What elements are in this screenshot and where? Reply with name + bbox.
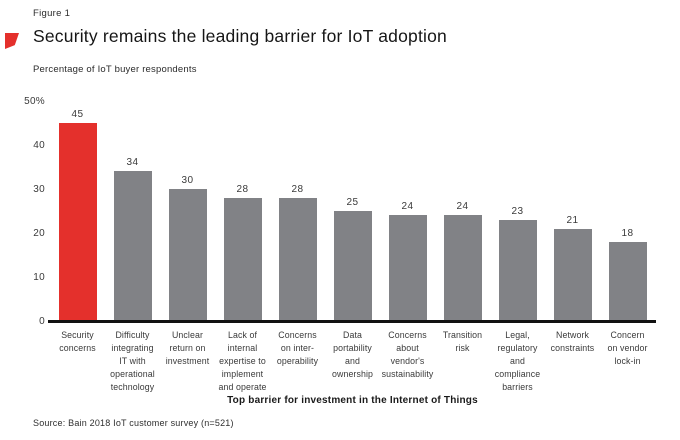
bar-highlighted-security — [58, 123, 97, 321]
bar-value-label: 30 — [181, 175, 194, 186]
bar — [388, 215, 427, 321]
bar-column-2: 30 — [160, 175, 215, 321]
bar-value-label: 25 — [346, 197, 359, 208]
bar-value-label: 34 — [126, 157, 139, 169]
bar-column-4: 28 — [270, 184, 325, 321]
category-label-6: Concerns about vendor's sustainability — [381, 330, 434, 379]
bar-column-1: 34 — [105, 157, 160, 321]
bar-value-label: 24 — [401, 201, 414, 213]
x-axis-title: Top barrier for investment in the Intern… — [227, 395, 478, 406]
bar-column-9: 21 — [545, 215, 600, 321]
y-axis-tick-labels: 50% 40 30 20 10 0 — [0, 96, 45, 327]
bar-value-label: 21 — [566, 214, 579, 226]
bar-value-label: 28 — [291, 183, 304, 195]
category-label-2: Unclear return on investment — [165, 330, 210, 366]
bar-column-8: 23 — [490, 206, 545, 321]
y-tick-50: 50% — [24, 96, 45, 107]
bar — [608, 241, 647, 321]
bar — [223, 197, 262, 321]
bar-column-6: 24 — [380, 201, 435, 321]
bar-plot-area: 45 34 30 28 28 25 24 24 23 21 18 — [50, 101, 655, 321]
bar — [333, 211, 372, 321]
category-label-7: Transition risk — [442, 330, 483, 353]
bar-column-0: 45 — [50, 109, 105, 321]
category-label-8: Legal, regulatory and compliance barrier… — [494, 330, 541, 392]
bar-value-label: 24 — [456, 201, 469, 213]
chart-title: Security remains the leading barrier for… — [33, 26, 447, 46]
figure-number-label: Figure 1 — [33, 8, 71, 19]
bar-value-label: 23 — [511, 205, 524, 217]
source-note: Source: Bain 2018 IoT customer survey (n… — [33, 418, 234, 428]
bar-column-5: 25 — [325, 197, 380, 321]
category-label-5: Data portability and ownership — [332, 330, 373, 379]
bar-value-label: 28 — [236, 183, 249, 195]
bar-column-3: 28 — [215, 184, 270, 321]
category-label-3: Lack of internal expertise to implement … — [218, 330, 267, 392]
category-label-0: Security concerns — [59, 330, 96, 353]
category-label-10: Concern on vendor lock-in — [607, 330, 648, 366]
bain-red-flag-icon — [5, 33, 19, 49]
category-label-9: Network constraints — [550, 330, 595, 353]
y-tick-10: 10 — [33, 272, 45, 283]
bar — [278, 197, 317, 321]
bar — [498, 219, 537, 321]
bar — [443, 215, 482, 321]
category-label-1: Difficulty integrating IT with operation… — [110, 330, 155, 392]
y-tick-0: 0 — [39, 316, 45, 327]
category-label-4: Concerns on inter- operability — [276, 330, 319, 366]
bar — [168, 189, 207, 321]
bar-value-label: 45 — [71, 109, 84, 120]
y-axis-unit-label: Percentage of IoT buyer respondents — [33, 64, 197, 75]
y-tick-30: 30 — [33, 184, 45, 195]
x-axis-baseline — [48, 320, 656, 323]
x-axis-category-labels: Security concerns Difficulty integrating … — [50, 329, 655, 394]
bar — [113, 171, 152, 321]
y-tick-40: 40 — [33, 140, 45, 151]
bar-column-7: 24 — [435, 201, 490, 321]
bar-value-label: 18 — [621, 227, 634, 239]
y-tick-20: 20 — [33, 228, 45, 239]
bar-column-10: 18 — [600, 228, 655, 321]
bar — [553, 228, 592, 321]
